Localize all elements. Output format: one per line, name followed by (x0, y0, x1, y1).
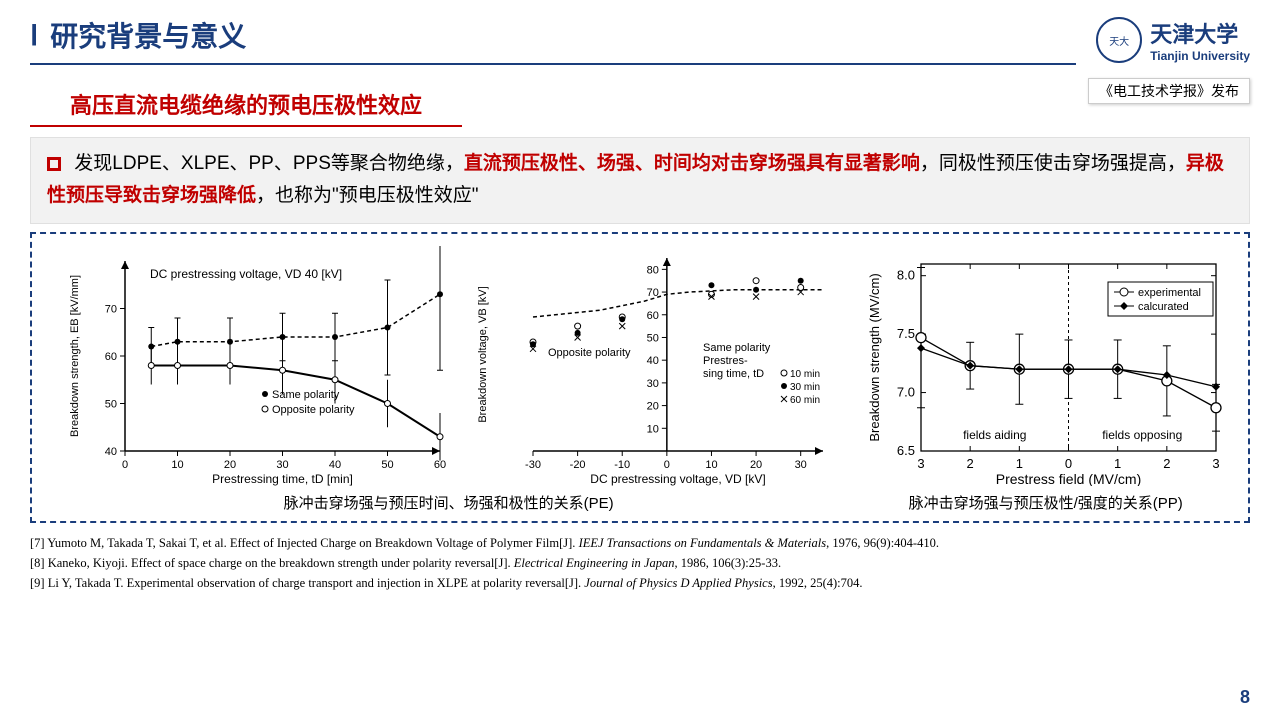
svg-text:Opposite polarity: Opposite polarity (548, 347, 631, 359)
svg-text:Prestres-: Prestres- (703, 355, 748, 367)
svg-text:40: 40 (104, 446, 116, 458)
svg-text:30: 30 (646, 377, 658, 389)
chart-pe-voltage: -30 -20 -10 0 10 20 30 10 20 30 40 50 60 70 80 DC prest… (458, 246, 838, 486)
text-p3: ，同极性预压使击穿场强提高， (920, 153, 1186, 174)
svg-text:Breakdown voltage, VB [kV]: Breakdown voltage, VB [kV] (477, 286, 489, 422)
svg-text:60: 60 (104, 351, 116, 363)
svg-text:Breakdown strength (MV/cm): Breakdown strength (MV/cm) (867, 273, 882, 441)
svg-text:40: 40 (646, 355, 658, 367)
svg-text:calcurated: calcurated (1138, 301, 1189, 313)
logo-circle-icon: 天大 (1096, 17, 1142, 63)
svg-text:7.5: 7.5 (897, 326, 915, 341)
svg-text:1: 1 (1015, 456, 1022, 471)
svg-text:0: 0 (1065, 456, 1072, 471)
ref-8: [8] Kaneko, Kiyoji. Effect of space char… (30, 553, 1250, 573)
bullet-square-icon (47, 157, 61, 171)
svg-text:30: 30 (276, 459, 288, 471)
svg-text:Same polarity: Same polarity (703, 342, 771, 354)
caption-left: 脉冲击穿场强与预压时间、场强和极性的关系(PE) (284, 492, 614, 513)
charts-container: 010203040506040506070DC prestressing vol… (30, 232, 1250, 523)
references: [7] Yumoto M, Takada T, Sakai T, et al. … (30, 533, 1250, 593)
svg-text:20: 20 (750, 459, 762, 471)
ref-9: [9] Li Y, Takada T. Experimental observa… (30, 573, 1250, 593)
svg-text:50: 50 (646, 332, 658, 344)
svg-text:60: 60 (646, 309, 658, 321)
svg-text:DC prestressing voltage, VD [k: DC prestressing voltage, VD [kV] (590, 472, 765, 486)
svg-text:7.0: 7.0 (897, 384, 915, 399)
svg-text:8.0: 8.0 (897, 267, 915, 282)
svg-text:experimental: experimental (1138, 287, 1201, 299)
svg-text:Opposite polarity: Opposite polarity (272, 404, 355, 416)
svg-text:2: 2 (966, 456, 973, 471)
svg-text:0: 0 (122, 459, 128, 471)
svg-text:Prestress field (MV/cm): Prestress field (MV/cm) (995, 471, 1140, 486)
caption-right: 脉冲击穿场强与预压极性/强度的关系(PP) (909, 492, 1183, 513)
finding-text-box: 发现LDPE、XLPE、PP、PPS等聚合物绝缘，直流预压极性、场强、时间均对击… (30, 137, 1250, 224)
left-charts: 0 10 20 30 40 50 60 40 50 60 70 DC prestressing vol… (48, 246, 849, 513)
svg-text:40: 40 (329, 459, 341, 471)
svg-text:fields aiding: fields aiding (963, 428, 1026, 442)
svg-text:10 min: 10 min (790, 369, 820, 380)
svg-text:10: 10 (171, 459, 183, 471)
svg-text:60 min: 60 min (790, 395, 820, 406)
ref-7: [7] Yumoto M, Takada T, Sakai T, et al. … (30, 533, 1250, 553)
slide-subtitle: 高压直流电缆绝缘的预电压极性效应 (30, 78, 462, 127)
svg-text:10: 10 (646, 423, 658, 435)
chart-pp: 32101236.57.07.58.0Prestress field (MV/c… (861, 246, 1231, 486)
svg-text:50: 50 (381, 459, 393, 471)
svg-text:80: 80 (646, 264, 658, 276)
svg-text:Prestressing time, tD [min]: Prestressing time, tD [min] (212, 472, 353, 486)
svg-text:-10: -10 (614, 459, 630, 471)
uni-name-en: Tianjin University (1150, 49, 1250, 63)
source-tag: 《电工技术学报》发布 (1088, 78, 1250, 104)
svg-text:70: 70 (646, 287, 658, 299)
uni-name-cn: 天津大学 (1150, 17, 1250, 49)
svg-text:30 min: 30 min (790, 382, 820, 393)
university-logo: 天大 天津大学 Tianjin University (1096, 17, 1250, 63)
svg-text:Same polarity: Same polarity (272, 389, 340, 401)
right-chart: 32101236.57.07.58.0Prestress field (MV/c… (859, 246, 1232, 513)
svg-text:0: 0 (663, 459, 669, 471)
svg-text:DC prestressing voltage, VD 40: DC prestressing voltage, VD 40 [kV] (150, 267, 342, 281)
svg-text:20: 20 (646, 400, 658, 412)
svg-text:6.5: 6.5 (897, 443, 915, 458)
text-p5: ，也称为"预电压极性效应" (256, 185, 479, 206)
title-wrap: Ⅰ 研究背景与意义 (30, 15, 1076, 65)
svg-text:10: 10 (705, 459, 717, 471)
university-name: 天津大学 Tianjin University (1150, 17, 1250, 63)
svg-text:-20: -20 (569, 459, 585, 471)
chart-pe-time: 0 10 20 30 40 50 60 40 50 60 70 DC prestressing vol… (60, 246, 450, 486)
svg-text:1: 1 (1114, 456, 1121, 471)
svg-text:30: 30 (794, 459, 806, 471)
section-roman: Ⅰ (30, 19, 38, 52)
svg-text:70: 70 (104, 303, 116, 315)
section-title: 研究背景与意义 (50, 15, 246, 55)
svg-text:-30: -30 (525, 459, 541, 471)
svg-text:50: 50 (104, 398, 116, 410)
svg-text:20: 20 (224, 459, 236, 471)
svg-text:2: 2 (1163, 456, 1170, 471)
svg-text:3: 3 (917, 456, 924, 471)
svg-text:fields opposing: fields opposing (1102, 428, 1182, 442)
text-p2: 直流预压极性、场强、时间均对击穿场强具有显著影响 (464, 153, 920, 174)
text-p1: 发现LDPE、XLPE、PP、PPS等聚合物绝缘， (74, 153, 464, 174)
svg-text:sing time, tD: sing time, tD (703, 368, 764, 380)
page-number: 8 (1240, 687, 1250, 708)
svg-text:60: 60 (434, 459, 446, 471)
svg-text:Breakdown strength, EB [kV/mm]: Breakdown strength, EB [kV/mm] (69, 275, 81, 437)
svg-text:3: 3 (1212, 456, 1219, 471)
slide-header: Ⅰ 研究背景与意义 天大 天津大学 Tianjin University (0, 0, 1280, 70)
